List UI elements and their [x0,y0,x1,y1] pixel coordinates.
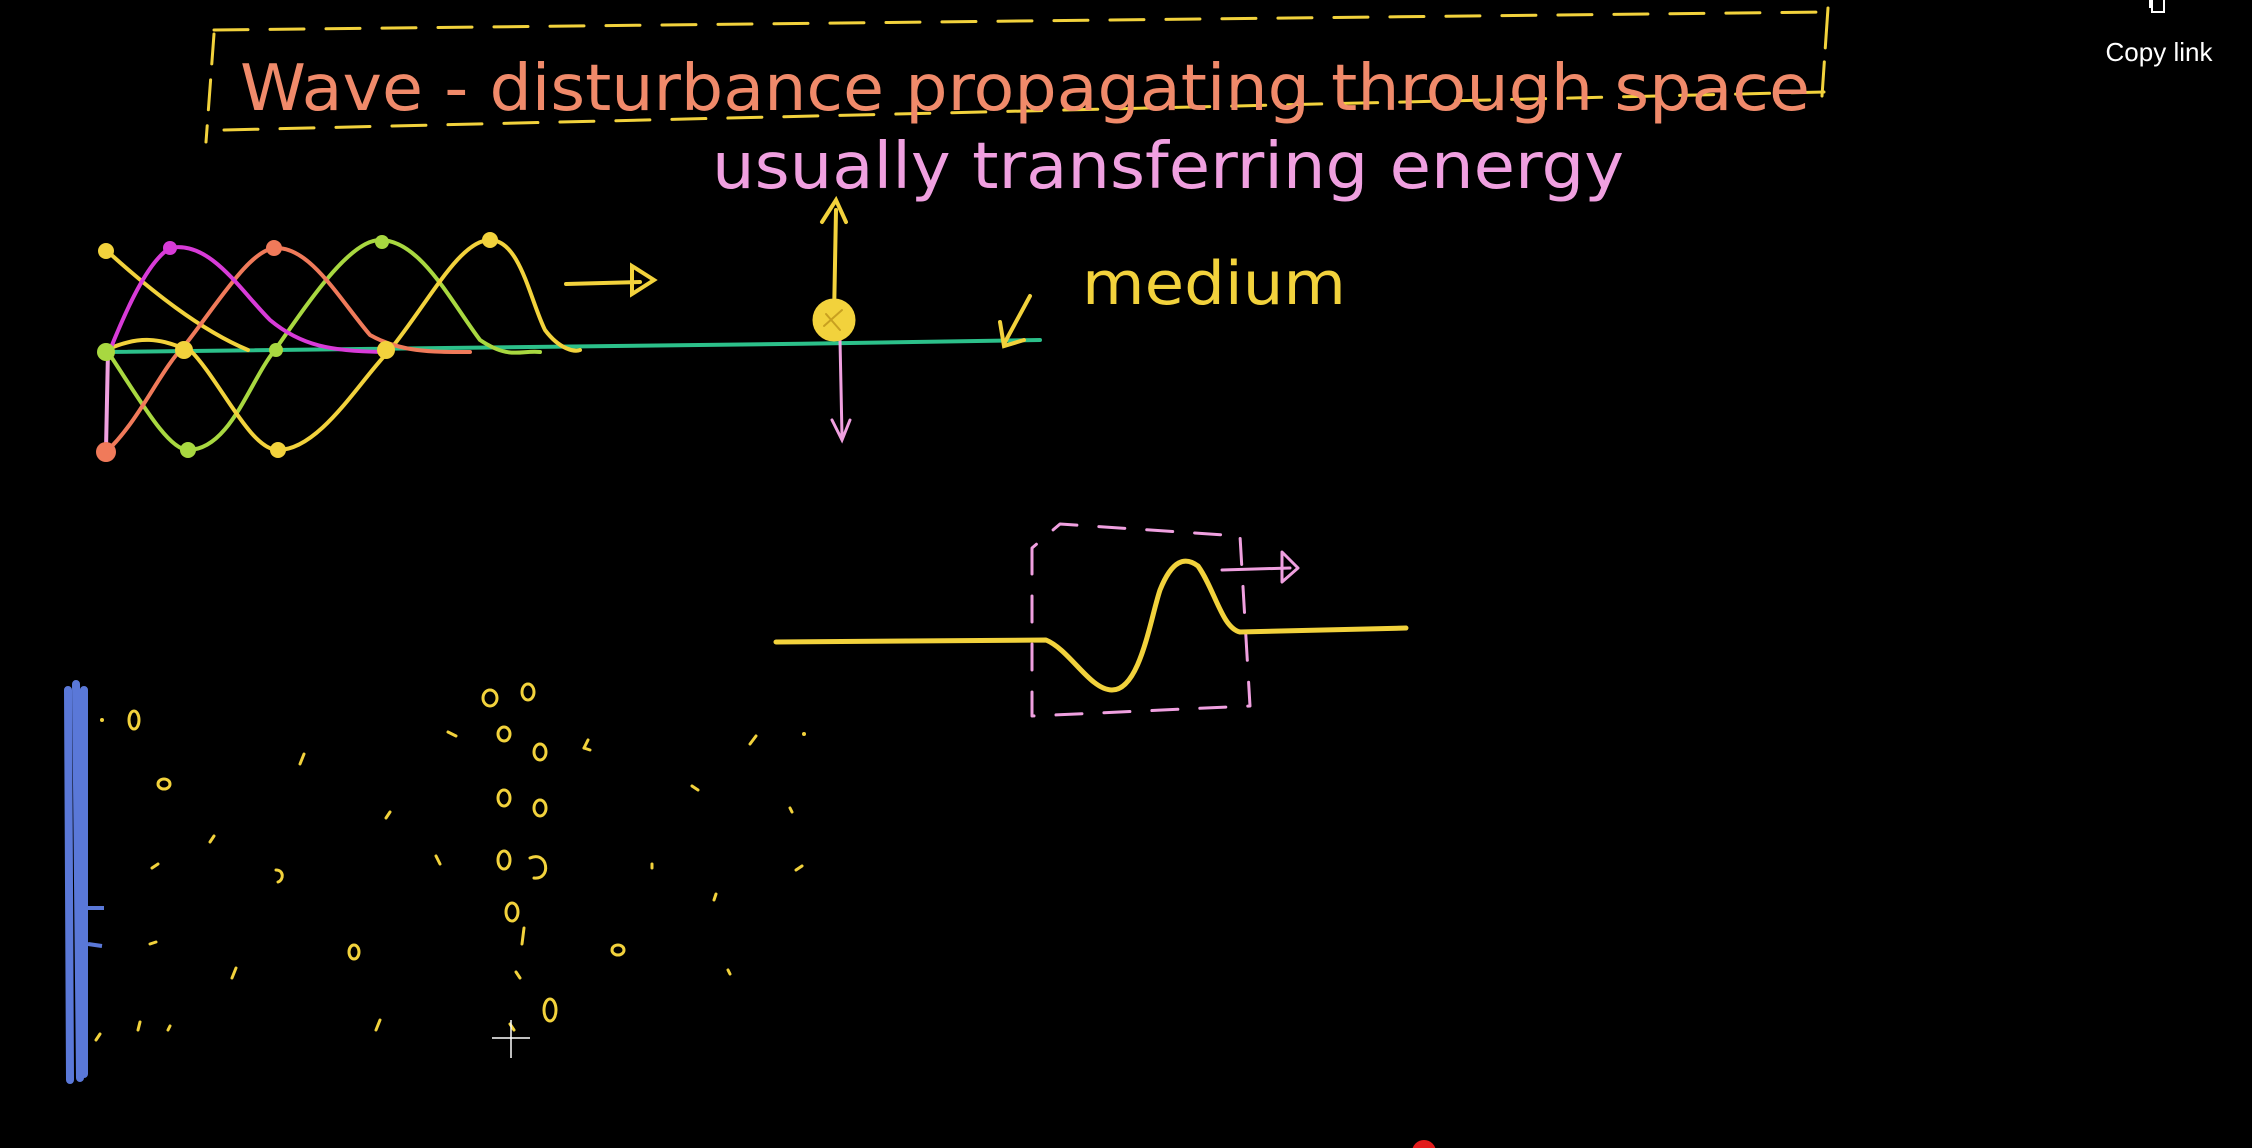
subtitle-text: usually transferring energy [712,130,1624,204]
vibrating-plate [64,680,88,1084]
pulse-arrow [1220,566,1292,572]
progress-marker [1412,1140,1436,1148]
medium-line [102,338,1042,354]
wave-pink-stroke [104,348,110,452]
wave-magenta [108,245,392,354]
copy-link-button[interactable]: Copy link [2084,0,2234,72]
copy-link-label: Copy link [2105,37,2213,67]
crosshair-icon [492,1020,530,1058]
wave-yellow-head [104,248,250,352]
medium-label: medium [1082,249,1346,319]
copy-icon [2149,0,2165,13]
wave-dots [96,232,498,462]
wave-snapshots [102,238,1042,454]
pulse-dashed-box [1030,522,1252,718]
longitudinal-wave [64,680,806,1084]
propagation-arrow [564,262,658,298]
particle-oscillation [812,195,856,444]
medium-pointer-arrow [998,294,1032,349]
title-box [204,6,1830,144]
pulse-wave [773,558,1409,693]
title-text: Wave - disturbance propagating through s… [240,52,1810,126]
pulse-diagram [773,522,1409,718]
